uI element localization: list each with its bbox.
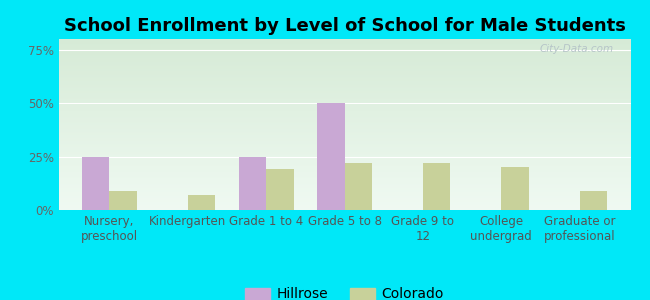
Bar bbox=[82, 157, 109, 210]
Bar bbox=[501, 167, 528, 210]
Bar bbox=[109, 191, 137, 210]
Title: School Enrollment by Level of School for Male Students: School Enrollment by Level of School for… bbox=[64, 17, 625, 35]
Bar bbox=[188, 195, 215, 210]
Bar bbox=[266, 169, 294, 210]
Text: City-Data.com: City-Data.com bbox=[540, 44, 614, 54]
Bar bbox=[580, 191, 607, 210]
Bar bbox=[423, 163, 450, 210]
Bar bbox=[317, 103, 344, 210]
Bar bbox=[239, 157, 266, 210]
Bar bbox=[344, 163, 372, 210]
Legend: Hillrose, Colorado: Hillrose, Colorado bbox=[240, 282, 449, 300]
